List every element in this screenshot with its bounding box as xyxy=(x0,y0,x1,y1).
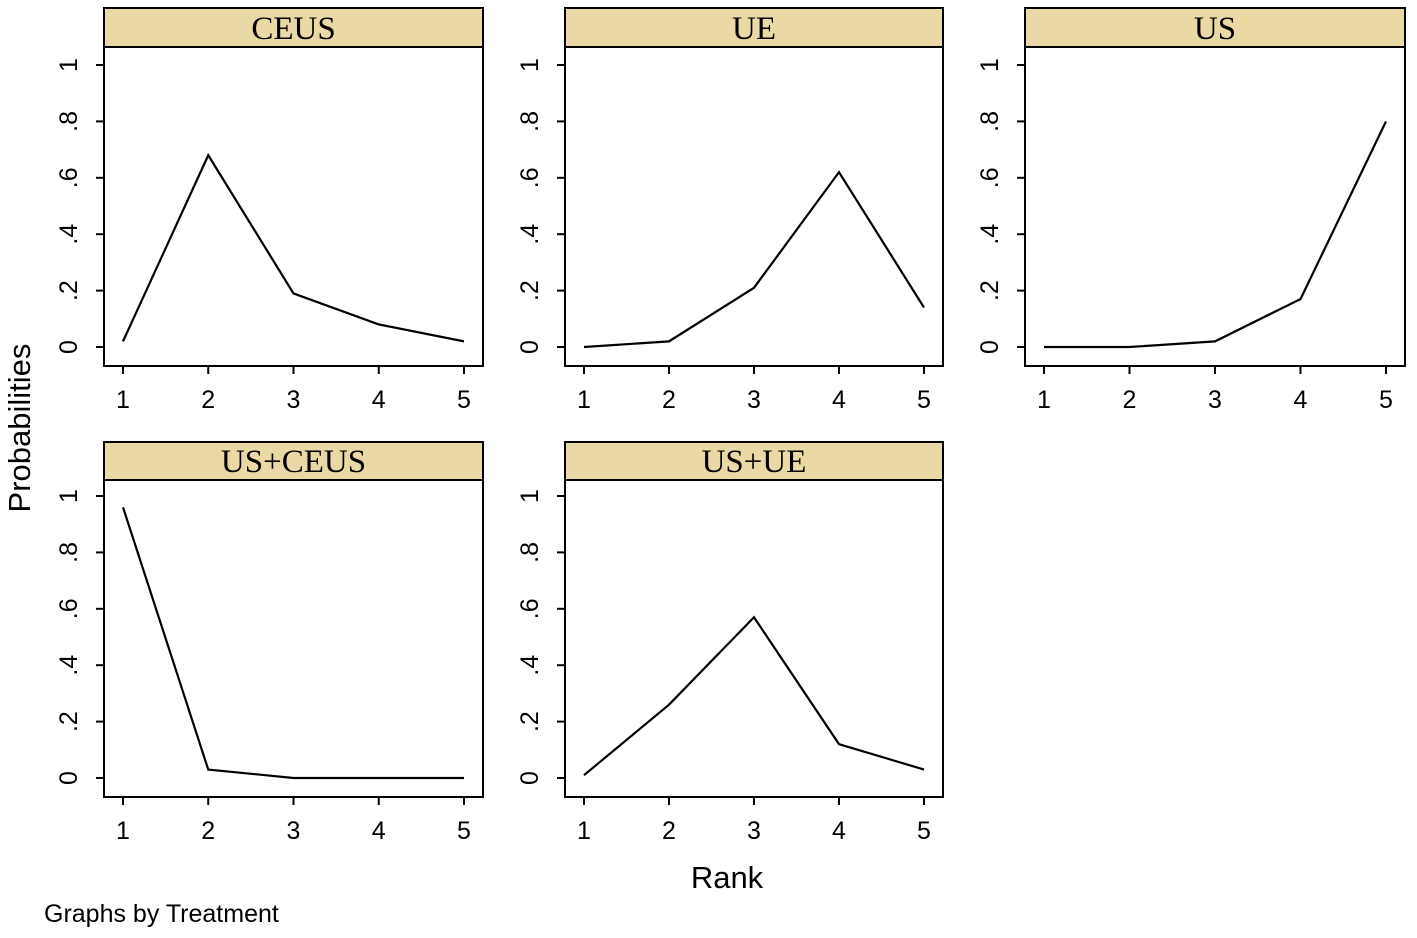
x-tick-label: 1 xyxy=(116,817,130,845)
x-tick-label: 2 xyxy=(201,386,215,414)
x-tick-label: 2 xyxy=(662,386,676,414)
series-line xyxy=(1044,120,1387,349)
x-tick-label: 1 xyxy=(116,386,130,414)
panel-header xyxy=(103,7,484,48)
caption-note: Graphs by Treatment xyxy=(44,900,279,928)
panel: US 0 .2 .4 .6 .8 1 1 2 3 4 5 xyxy=(976,7,1406,414)
y-tick-label: .8 xyxy=(516,542,544,563)
y-tick-label: .2 xyxy=(55,711,83,732)
x-axis-title: Rank xyxy=(691,860,764,895)
y-tick-label: 1 xyxy=(516,58,544,72)
x-tick-label: 2 xyxy=(1123,386,1137,414)
series-line xyxy=(583,170,925,349)
x-tick-label: 5 xyxy=(457,817,471,845)
x-tick-label: 4 xyxy=(1294,386,1308,414)
y-tick-label: .8 xyxy=(55,111,83,132)
series-line xyxy=(121,152,465,343)
y-axis-title: Probabilities xyxy=(2,344,37,513)
x-tick-label: 3 xyxy=(1208,386,1222,414)
panel-header xyxy=(103,441,484,481)
y-tick-label: 0 xyxy=(516,340,544,354)
y-tick-label: .2 xyxy=(55,280,83,301)
x-tick-label: 5 xyxy=(917,817,931,845)
panel: US+CEUS 0 .2 .4 .6 .8 1 1 2 3 4 5 xyxy=(55,441,484,845)
panel-header xyxy=(564,7,944,48)
x-tick-label: 5 xyxy=(1379,386,1393,414)
panels: CEUS 0 .2 .4 .6 .8 1 1 2 3 4 5 UE 0 .2 .4 .6 .8 1 1 2 3 4 5 US 0.… xyxy=(55,7,1406,845)
y-tick-label: .6 xyxy=(55,167,83,188)
y-tick-label: 0 xyxy=(55,340,83,354)
panel-header xyxy=(564,441,944,481)
x-tick-label: 3 xyxy=(287,817,301,845)
x-tick-label: 3 xyxy=(747,386,761,414)
y-tick-label: .4 xyxy=(516,655,544,676)
y-tick-label: .4 xyxy=(55,224,83,245)
x-tick-label: 2 xyxy=(662,817,676,845)
y-tick-label: 1 xyxy=(55,489,83,503)
plot-frame xyxy=(564,479,944,798)
y-tick-label: .6 xyxy=(976,167,1004,188)
y-tick-label: .2 xyxy=(976,280,1004,301)
y-tick-label: .8 xyxy=(55,542,83,563)
x-tick-label: 4 xyxy=(832,817,846,845)
series-line xyxy=(121,506,464,780)
y-tick-label: .8 xyxy=(516,111,544,132)
x-tick-label: 4 xyxy=(832,386,846,414)
plot-frame xyxy=(1024,46,1406,367)
panel-title: US+CEUS xyxy=(221,444,366,480)
y-tick-label: .6 xyxy=(55,598,83,619)
y-tick-label: 1 xyxy=(516,489,544,503)
x-tick-label: 2 xyxy=(201,817,215,845)
x-tick-label: 5 xyxy=(457,386,471,414)
x-tick-label: 1 xyxy=(577,817,591,845)
y-tick-label: .4 xyxy=(516,224,544,245)
panel-title: US xyxy=(1194,11,1236,47)
y-tick-label: .4 xyxy=(976,224,1004,245)
panel: US+UE 0 .2 .4 .6 .8 1 1 2 3 4 5 xyxy=(516,441,944,845)
x-tick-label: 3 xyxy=(287,386,301,414)
y-tick-label: .2 xyxy=(516,711,544,732)
x-tick-label: 1 xyxy=(1037,386,1051,414)
y-tick-label: .6 xyxy=(516,167,544,188)
x-tick-label: 1 xyxy=(577,386,591,414)
y-tick-label: .4 xyxy=(55,655,83,676)
x-tick-label: 4 xyxy=(372,386,386,414)
x-tick-label: 4 xyxy=(372,817,386,845)
y-tick-label: 1 xyxy=(976,58,1004,72)
plot-frame xyxy=(103,479,484,798)
panel-title: UE xyxy=(732,11,776,47)
plot-frame xyxy=(564,46,944,367)
y-tick-label: .2 xyxy=(516,280,544,301)
panel-title: US+UE xyxy=(702,444,807,480)
x-tick-label: 3 xyxy=(747,817,761,845)
y-tick-label: 0 xyxy=(516,771,544,785)
plot-frame xyxy=(103,46,484,367)
y-tick-label: .6 xyxy=(516,598,544,619)
panel: CEUS 0 .2 .4 .6 .8 1 1 2 3 4 5 xyxy=(55,7,484,414)
y-tick-label: 1 xyxy=(55,58,83,72)
panel: UE 0 .2 .4 .6 .8 1 1 2 3 4 5 xyxy=(516,7,944,414)
y-tick-label: .8 xyxy=(976,111,1004,132)
y-tick-label: 0 xyxy=(976,340,1004,354)
x-tick-label: 5 xyxy=(917,386,931,414)
series-line xyxy=(583,615,925,777)
y-tick-label: 0 xyxy=(55,771,83,785)
panel-title: CEUS xyxy=(251,11,335,47)
